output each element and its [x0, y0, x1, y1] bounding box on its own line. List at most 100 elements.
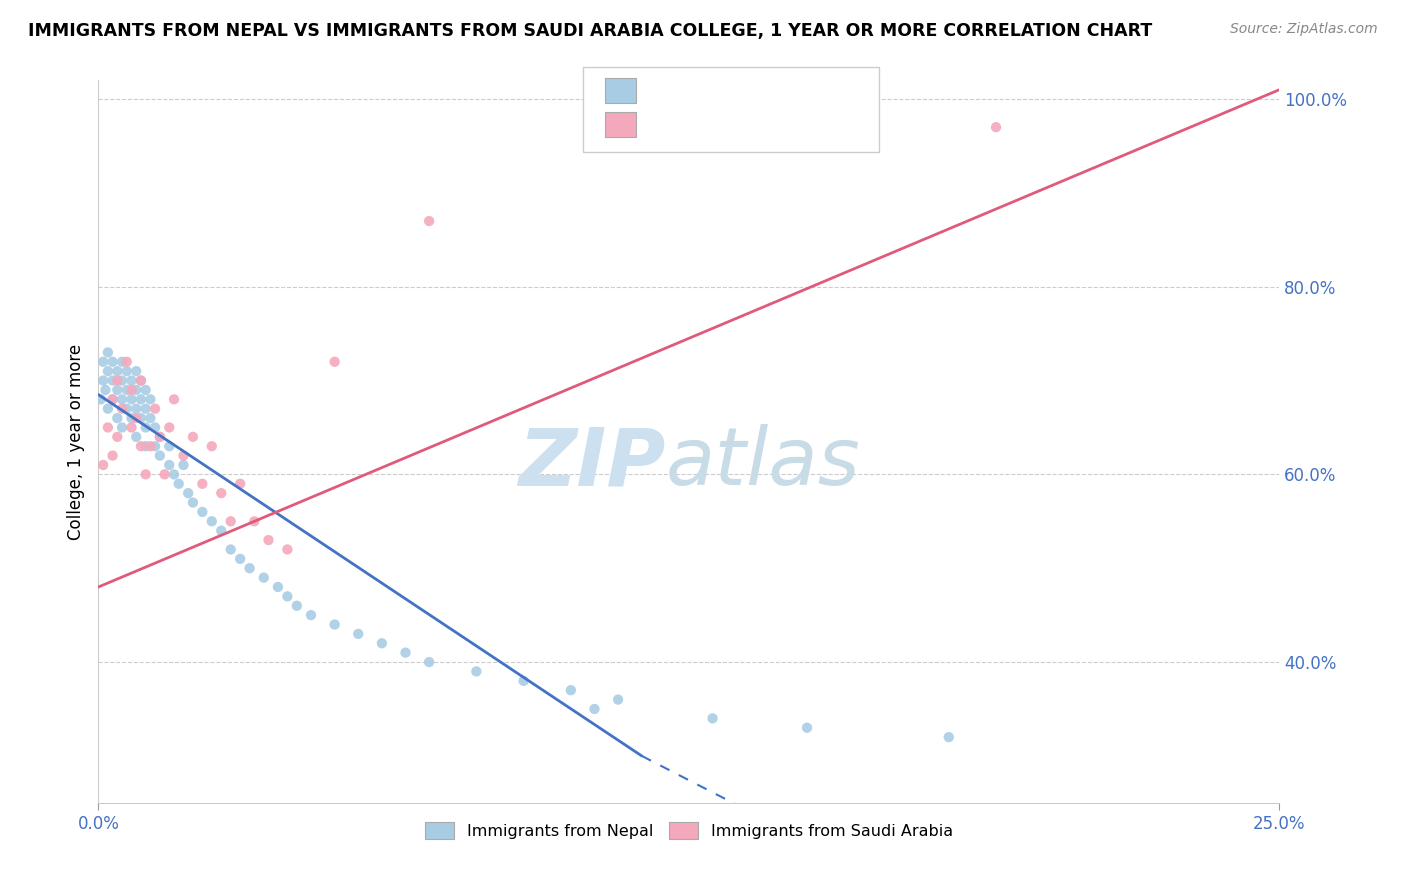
Point — [101, 449, 124, 463]
Point — [105, 383, 128, 397]
Point — [299, 608, 322, 623]
Point — [607, 692, 630, 706]
Point — [139, 439, 162, 453]
Text: N =: N = — [742, 118, 786, 132]
Point — [101, 392, 124, 407]
Point — [512, 673, 534, 688]
Point — [111, 420, 134, 434]
Point — [163, 392, 186, 407]
Text: 33: 33 — [785, 118, 806, 132]
Point — [465, 665, 488, 679]
Point — [163, 467, 186, 482]
Text: -0.551: -0.551 — [685, 84, 734, 98]
Point — [371, 636, 394, 650]
Point — [135, 401, 157, 416]
Point — [91, 374, 114, 388]
Point — [177, 486, 200, 500]
Point — [323, 355, 346, 369]
Point — [105, 374, 128, 388]
Point — [394, 646, 416, 660]
Point — [167, 476, 190, 491]
Point — [181, 430, 204, 444]
Point — [276, 542, 298, 557]
Point — [125, 401, 148, 416]
Point — [139, 392, 162, 407]
Point — [257, 533, 280, 547]
Point — [157, 439, 180, 453]
Point — [97, 401, 120, 416]
Point — [191, 505, 214, 519]
Point — [129, 439, 152, 453]
Legend: Immigrants from Nepal, Immigrants from Saudi Arabia: Immigrants from Nepal, Immigrants from S… — [419, 816, 959, 846]
Point — [157, 458, 180, 472]
Point — [129, 374, 152, 388]
Point — [149, 430, 172, 444]
Point — [135, 383, 157, 397]
Point — [94, 383, 117, 397]
Point — [181, 495, 204, 509]
Text: R =: R = — [647, 118, 681, 132]
Point — [121, 374, 143, 388]
Point — [253, 571, 276, 585]
Point — [129, 411, 152, 425]
Point — [129, 374, 152, 388]
Point — [149, 449, 172, 463]
Point — [143, 439, 166, 453]
Point — [191, 476, 214, 491]
Point — [111, 392, 134, 407]
Text: ZIP: ZIP — [517, 425, 665, 502]
Point — [796, 721, 818, 735]
Text: R =: R = — [647, 84, 681, 98]
Point — [125, 411, 148, 425]
Point — [172, 458, 194, 472]
Point — [938, 730, 960, 744]
Point — [129, 392, 152, 407]
Point — [121, 392, 143, 407]
Point — [219, 542, 242, 557]
Point — [121, 383, 143, 397]
Point — [347, 627, 370, 641]
Point — [201, 514, 224, 528]
Point — [115, 401, 138, 416]
Point — [101, 392, 124, 407]
Point — [97, 364, 120, 378]
Point — [121, 420, 143, 434]
Text: atlas: atlas — [665, 425, 860, 502]
Point — [105, 411, 128, 425]
Point — [418, 214, 440, 228]
Text: IMMIGRANTS FROM NEPAL VS IMMIGRANTS FROM SAUDI ARABIA COLLEGE, 1 YEAR OR MORE CO: IMMIGRANTS FROM NEPAL VS IMMIGRANTS FROM… — [28, 22, 1153, 40]
Point — [209, 486, 232, 500]
Point — [105, 364, 128, 378]
Point — [125, 383, 148, 397]
Point — [101, 374, 124, 388]
Point — [135, 420, 157, 434]
Point — [239, 561, 262, 575]
Point — [323, 617, 346, 632]
Text: 71: 71 — [785, 84, 806, 98]
Point — [229, 476, 252, 491]
Point — [560, 683, 582, 698]
Point — [135, 439, 157, 453]
Point — [115, 383, 138, 397]
Point — [111, 355, 134, 369]
Point — [125, 430, 148, 444]
Point — [209, 524, 232, 538]
Point — [111, 401, 134, 416]
Point — [418, 655, 440, 669]
Text: Source: ZipAtlas.com: Source: ZipAtlas.com — [1230, 22, 1378, 37]
Point — [139, 411, 162, 425]
Y-axis label: College, 1 year or more: College, 1 year or more — [66, 343, 84, 540]
Point — [267, 580, 290, 594]
Point — [229, 551, 252, 566]
Point — [97, 420, 120, 434]
Point — [135, 467, 157, 482]
Point — [285, 599, 308, 613]
Point — [90, 392, 112, 407]
Point — [91, 355, 114, 369]
Point — [201, 439, 224, 453]
Point — [143, 401, 166, 416]
Text: N =: N = — [742, 84, 786, 98]
Text: 0.422: 0.422 — [685, 118, 728, 132]
Point — [125, 364, 148, 378]
Point — [583, 702, 606, 716]
